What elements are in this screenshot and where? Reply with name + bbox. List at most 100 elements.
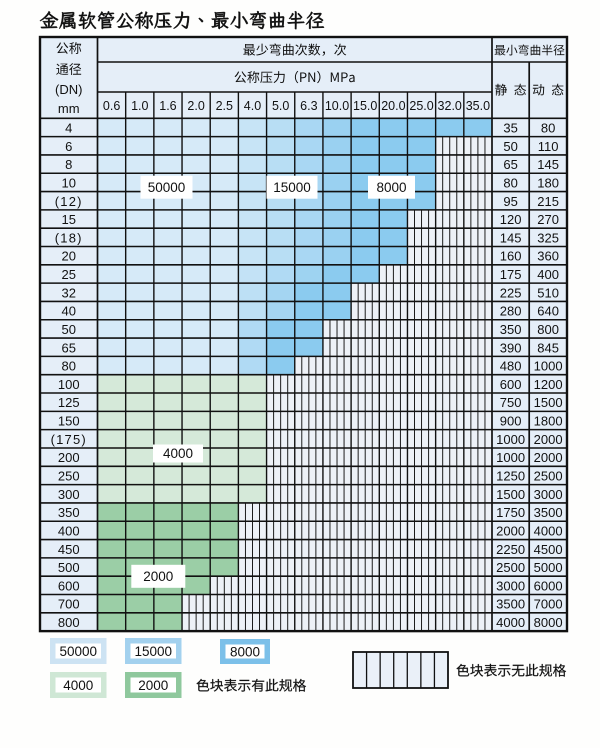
svg-text:65: 65 [503, 157, 517, 172]
svg-text:2000: 2000 [534, 432, 563, 447]
svg-text:270: 270 [537, 212, 559, 227]
svg-text:360: 360 [537, 249, 559, 264]
svg-text:250: 250 [58, 468, 80, 483]
svg-text:3000: 3000 [496, 578, 525, 593]
svg-text:1750: 1750 [496, 505, 525, 520]
svg-text:110: 110 [538, 139, 559, 154]
svg-text:100: 100 [58, 377, 80, 392]
svg-text:120: 120 [500, 212, 522, 227]
svg-text:145: 145 [537, 157, 559, 172]
svg-text:900: 900 [500, 414, 522, 429]
svg-text:15.0: 15.0 [353, 99, 377, 113]
svg-text:125: 125 [58, 395, 80, 410]
svg-text:180: 180 [537, 175, 559, 190]
svg-text:32.0: 32.0 [438, 99, 462, 113]
svg-text:10: 10 [62, 175, 76, 190]
svg-text:50: 50 [62, 322, 76, 337]
svg-text:4500: 4500 [534, 542, 563, 557]
svg-text:1000: 1000 [534, 359, 563, 374]
svg-text:4000: 4000 [534, 523, 563, 538]
svg-text:2.5: 2.5 [216, 99, 233, 113]
svg-text:5.0: 5.0 [272, 99, 289, 113]
svg-text:1500: 1500 [534, 395, 563, 410]
svg-text:8000: 8000 [376, 180, 406, 195]
svg-text:35.0: 35.0 [466, 99, 490, 113]
svg-text:300: 300 [58, 487, 80, 502]
svg-text:350: 350 [58, 505, 80, 520]
svg-text:2.0: 2.0 [187, 99, 204, 113]
svg-text:400: 400 [58, 523, 80, 538]
svg-text:175: 175 [500, 267, 522, 282]
svg-text:6000: 6000 [534, 578, 563, 593]
svg-text:8: 8 [65, 157, 72, 172]
svg-text:800: 800 [58, 615, 80, 630]
svg-text:80: 80 [541, 121, 555, 136]
svg-text:0.6: 0.6 [103, 99, 120, 113]
svg-text:2000: 2000 [496, 523, 525, 538]
svg-text:450: 450 [58, 542, 80, 557]
svg-text:15000: 15000 [134, 644, 172, 659]
svg-text:1250: 1250 [496, 468, 525, 483]
svg-text:390: 390 [500, 340, 522, 355]
svg-text:4.0: 4.0 [244, 99, 261, 113]
svg-text:1500: 1500 [496, 487, 525, 502]
svg-text:3000: 3000 [534, 487, 563, 502]
svg-text:2250: 2250 [496, 542, 525, 557]
svg-text:6.3: 6.3 [300, 99, 317, 113]
svg-text:280: 280 [500, 304, 522, 319]
svg-text:480: 480 [500, 359, 522, 374]
svg-text:1000: 1000 [496, 450, 525, 465]
svg-text:5000: 5000 [534, 560, 563, 575]
svg-text:200: 200 [58, 450, 80, 465]
svg-text:4000: 4000 [63, 678, 93, 693]
svg-text:640: 640 [537, 304, 559, 319]
svg-text:25.0: 25.0 [409, 99, 433, 113]
svg-text:(175): (175) [51, 432, 87, 447]
svg-text:35: 35 [503, 121, 517, 136]
svg-text:50000: 50000 [59, 644, 97, 659]
svg-text:2000: 2000 [143, 569, 173, 584]
svg-text:1.0: 1.0 [131, 99, 148, 113]
svg-text:50000: 50000 [148, 180, 186, 195]
svg-text:145: 145 [500, 230, 522, 245]
svg-text:20.0: 20.0 [381, 99, 405, 113]
svg-text:40: 40 [62, 304, 76, 319]
svg-text:500: 500 [58, 560, 80, 575]
svg-text:mm: mm [58, 101, 80, 116]
svg-text:600: 600 [58, 578, 80, 593]
svg-text:1.6: 1.6 [159, 99, 176, 113]
svg-text:4000: 4000 [496, 615, 525, 630]
svg-text:80: 80 [503, 175, 517, 190]
svg-text:15: 15 [62, 212, 76, 227]
svg-text:(DN): (DN) [55, 82, 82, 97]
svg-text:160: 160 [500, 249, 522, 264]
svg-text:3500: 3500 [496, 597, 525, 612]
svg-text:2500: 2500 [534, 468, 563, 483]
svg-text:3500: 3500 [534, 505, 563, 520]
svg-text:4000: 4000 [163, 446, 193, 461]
svg-text:7000: 7000 [534, 597, 563, 612]
svg-text:600: 600 [500, 377, 522, 392]
svg-text:50: 50 [503, 139, 517, 154]
svg-text:2500: 2500 [496, 560, 525, 575]
svg-text:215: 215 [537, 194, 559, 209]
svg-text:1000: 1000 [496, 432, 525, 447]
svg-text:510: 510 [537, 285, 559, 300]
svg-text:80: 80 [62, 359, 76, 374]
svg-text:(12): (12) [55, 194, 83, 209]
svg-text:95: 95 [503, 194, 517, 209]
svg-text:8000: 8000 [230, 644, 260, 659]
svg-text:750: 750 [500, 395, 522, 410]
svg-text:400: 400 [537, 267, 559, 282]
svg-text:2000: 2000 [534, 450, 563, 465]
svg-text:25: 25 [62, 267, 76, 282]
svg-text:8000: 8000 [534, 615, 563, 630]
svg-text:4: 4 [65, 121, 72, 136]
svg-text:800: 800 [537, 322, 559, 337]
svg-text:20: 20 [62, 249, 76, 264]
svg-text:700: 700 [58, 597, 80, 612]
svg-text:350: 350 [500, 322, 522, 337]
svg-text:225: 225 [500, 285, 522, 300]
svg-text:(18): (18) [55, 230, 83, 245]
svg-text:1200: 1200 [534, 377, 563, 392]
